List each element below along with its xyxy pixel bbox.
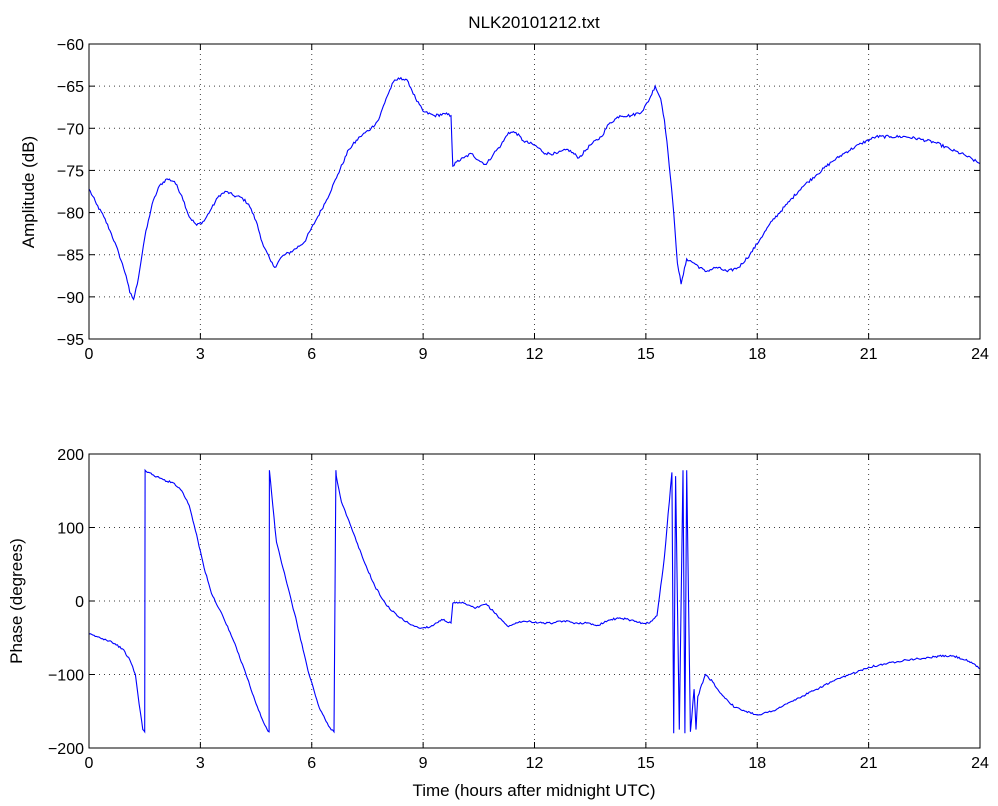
phase-y-axis-label: Phase (degrees) xyxy=(7,538,26,664)
amplitude-y-tick-label: −85 xyxy=(57,248,84,265)
amplitude-x-tick-label: 15 xyxy=(637,346,655,363)
phase-x-tick-label: 24 xyxy=(971,755,989,772)
phase-x-tick-label: 12 xyxy=(526,755,544,772)
amplitude-plot-area xyxy=(88,76,981,301)
phase-x-tick-label: 0 xyxy=(85,755,94,772)
amplitude-y-tick-label: −70 xyxy=(57,121,84,138)
amplitude-x-tick-label: 6 xyxy=(307,346,316,363)
amplitude-x-tick-label: 12 xyxy=(526,346,544,363)
amplitude-y-tick-label: −75 xyxy=(57,163,84,180)
amplitude-y-tick-label: −80 xyxy=(57,206,84,223)
amplitude-x-tick-label: 3 xyxy=(196,346,205,363)
amplitude-x-tick-labels: 0 3 6 9 12 15 18 21 24 xyxy=(85,346,989,363)
phase-y-tick-label: −200 xyxy=(48,741,84,758)
amplitude-axes: 0 3 6 9 12 15 18 21 24 −95−90−85−80−75−70−65−60 … xyxy=(19,37,989,363)
amplitude-y-tick-label: −90 xyxy=(57,290,84,307)
amplitude-y-tick-label: −60 xyxy=(57,37,84,54)
amplitude-x-tick-label: 9 xyxy=(419,346,428,363)
phase-plot-area xyxy=(88,468,981,734)
phase-x-tick-label: 9 xyxy=(419,755,428,772)
amplitude-y-axis-label: Amplitude (dB) xyxy=(19,136,38,248)
phase-axes: 0 3 6 9 12 15 18 21 24 −200 −100 0 100 200 Phase (de… xyxy=(7,447,989,800)
phase-y-tick-label: 0 xyxy=(75,594,84,611)
phase-axes-box xyxy=(88,453,981,749)
amplitude-y-tick-label: −95 xyxy=(57,332,84,349)
phase-series-line xyxy=(88,468,981,734)
phase-y-tick-label: −100 xyxy=(48,668,84,685)
chart-title: NLK20101212.txt xyxy=(468,13,600,32)
phase-x-tick-label: 21 xyxy=(860,755,878,772)
amplitude-y-tick-labels: −95 −90 −85 −80 −75 −70 −65 −60 xyxy=(57,37,84,349)
amplitude-y-tick-label: −65 xyxy=(57,79,84,96)
amplitude-grid xyxy=(89,44,980,339)
phase-y-tick-label: 100 xyxy=(57,521,84,538)
phase-x-tick-label: 18 xyxy=(748,755,766,772)
amplitude-x-tick-label: 18 xyxy=(748,346,766,363)
amplitude-x-tick-label: 21 xyxy=(860,346,878,363)
phase-x-tick-label: 15 xyxy=(637,755,655,772)
phase-x-tick-labels: 0 3 6 9 12 15 18 21 24 xyxy=(85,755,989,772)
phase-y-tick-label: 200 xyxy=(57,447,84,464)
amplitude-series-line xyxy=(88,76,981,301)
amplitude-x-tick-label: 0 xyxy=(85,346,94,363)
phase-y-tick-labels: −200 −100 0 100 200 xyxy=(48,447,84,758)
phase-grid xyxy=(89,454,980,748)
phase-x-tick-label: 3 xyxy=(196,755,205,772)
amplitude-axes-box xyxy=(88,43,981,340)
phase-x-axis-label: Time (hours after midnight UTC) xyxy=(412,781,655,800)
amplitude-x-tick-label: 24 xyxy=(971,346,989,363)
phase-x-tick-label: 6 xyxy=(307,755,316,772)
